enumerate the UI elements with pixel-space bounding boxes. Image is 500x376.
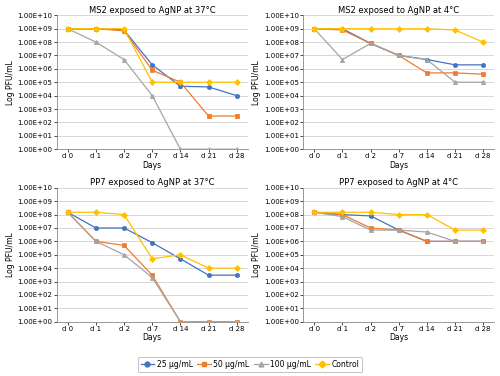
Title: PP7 exposed to AgNP at 4°C: PP7 exposed to AgNP at 4°C (339, 178, 458, 187)
Y-axis label: Log PFU/mL: Log PFU/mL (252, 232, 261, 277)
Title: MS2 exposed to AgNP at 37°C: MS2 exposed to AgNP at 37°C (89, 6, 216, 15)
Title: MS2 exposed to AgNP at 4°C: MS2 exposed to AgNP at 4°C (338, 6, 460, 15)
X-axis label: Days: Days (142, 333, 162, 342)
Legend: 25 μg/mL, 50 μg/mL, 100 μg/mL, Control: 25 μg/mL, 50 μg/mL, 100 μg/mL, Control (138, 357, 362, 372)
Y-axis label: Log PFU/mL: Log PFU/mL (6, 60, 15, 105)
X-axis label: Days: Days (389, 333, 408, 342)
X-axis label: Days: Days (389, 161, 408, 170)
X-axis label: Days: Days (142, 161, 162, 170)
Y-axis label: Log PFU/mL: Log PFU/mL (252, 60, 261, 105)
Title: PP7 exposed to AgNP at 37°C: PP7 exposed to AgNP at 37°C (90, 178, 214, 187)
Y-axis label: Log PFU/mL: Log PFU/mL (6, 232, 15, 277)
